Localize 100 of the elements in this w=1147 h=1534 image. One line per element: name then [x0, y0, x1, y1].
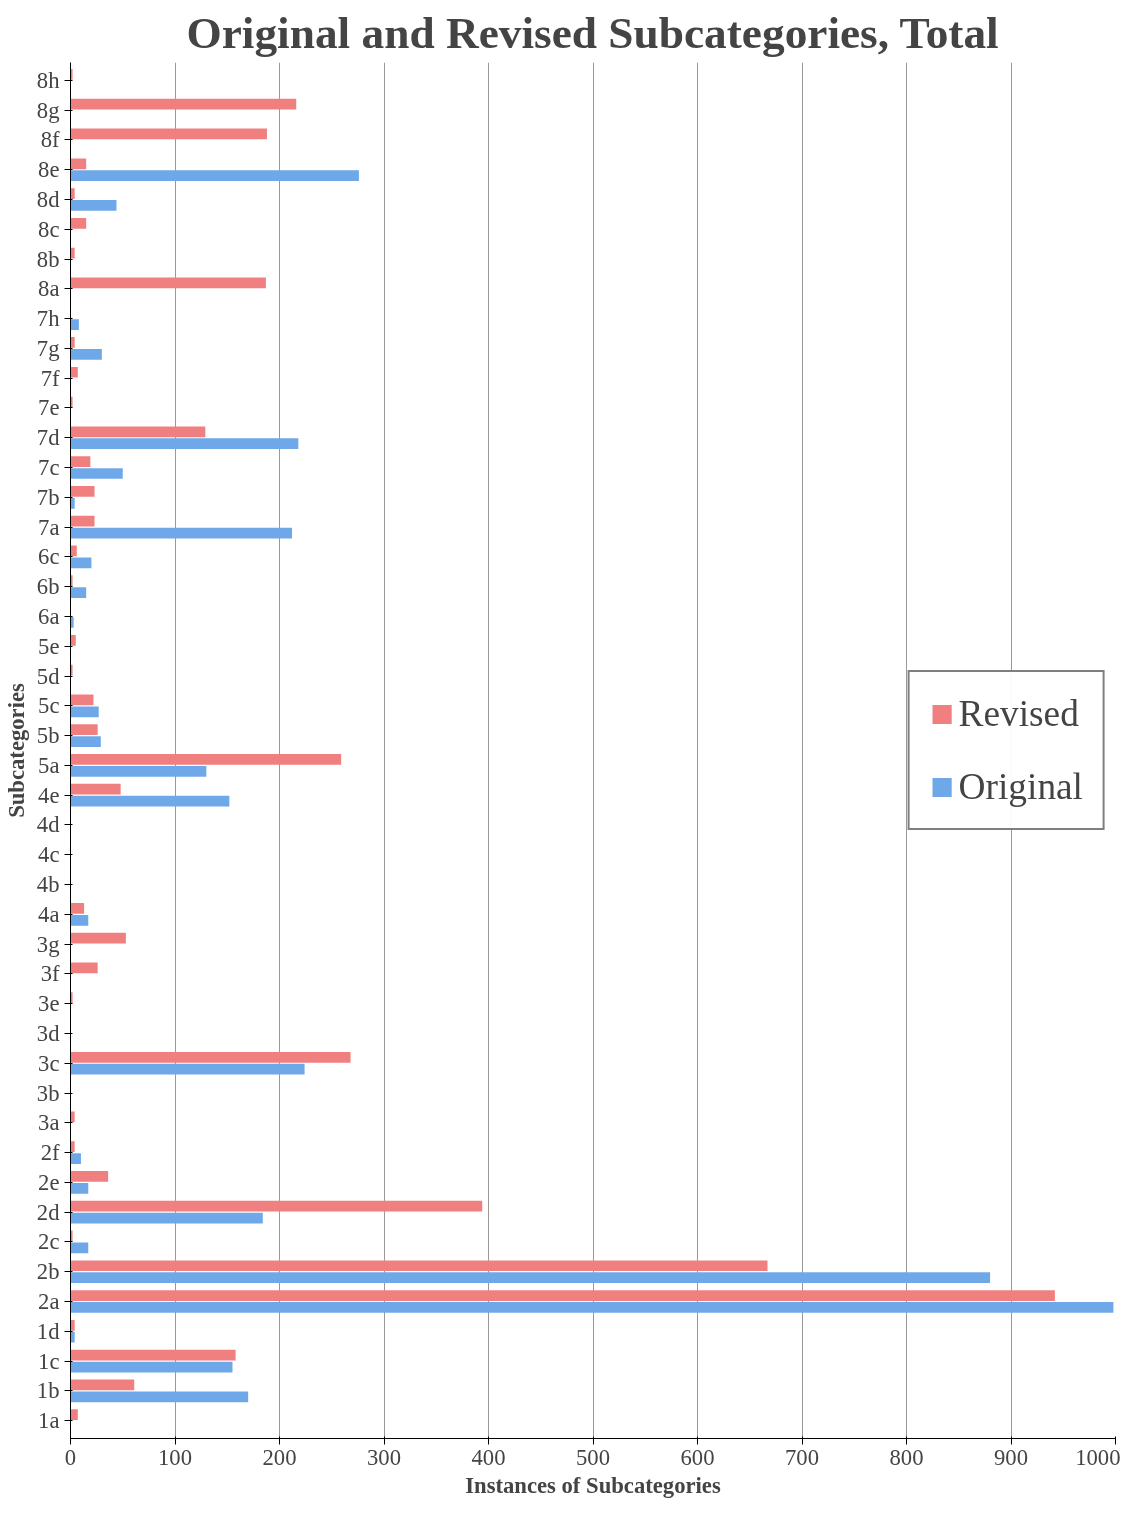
- bar: [70, 1391, 249, 1403]
- bar: [70, 1171, 109, 1182]
- y-tick-label: 1d: [36, 1318, 61, 1344]
- x-tick-label: 700: [785, 1444, 819, 1470]
- y-tick-label: 7d: [36, 425, 61, 451]
- y-tick-label: 2f: [40, 1140, 60, 1166]
- x-tick-label: 100: [158, 1444, 192, 1470]
- y-tick-label: 4b: [36, 872, 60, 898]
- bar: [70, 217, 87, 229]
- bar: [70, 1349, 236, 1361]
- legend-label: Original: [958, 765, 1083, 808]
- bar: [70, 1051, 351, 1063]
- y-tick-label: 2c: [38, 1229, 60, 1255]
- bar: [70, 1212, 263, 1224]
- legend-label: Revised: [958, 692, 1079, 735]
- bar: [70, 914, 89, 926]
- y-tick-label: 7c: [38, 455, 60, 481]
- bar: [70, 1111, 75, 1123]
- bar: [70, 932, 126, 944]
- y-tick-label: 1c: [38, 1348, 60, 1374]
- bar: [70, 486, 95, 497]
- bar: [70, 736, 101, 747]
- y-tick-label: 8c: [38, 216, 60, 242]
- bar: [70, 795, 230, 807]
- x-tick-label: 800: [889, 1444, 924, 1470]
- bar: [70, 158, 87, 170]
- y-tick-label: 5c: [38, 693, 60, 719]
- bar: [70, 1153, 81, 1164]
- bar: [70, 426, 206, 438]
- x-tick-label: 300: [367, 1444, 401, 1470]
- bar: [70, 319, 79, 330]
- bar: [70, 188, 75, 199]
- bar: [70, 962, 98, 974]
- x-tick-label: 0: [64, 1444, 77, 1470]
- y-tick-label: 5a: [38, 752, 60, 778]
- bar: [70, 468, 123, 479]
- bar: [70, 1290, 1055, 1301]
- y-tick-label: 2e: [38, 1169, 60, 1195]
- y-tick-label: 2d: [36, 1199, 61, 1225]
- y-tick-label: 7h: [36, 306, 61, 332]
- y-tick-label: 1b: [36, 1378, 60, 1404]
- y-axis-title: Subcategories: [3, 682, 29, 818]
- y-tick-label: 8d: [36, 187, 61, 212]
- y-tick-label: 6b: [36, 574, 60, 600]
- y-tick-label: 4a: [38, 901, 60, 927]
- y-tick-label: 8f: [40, 127, 60, 153]
- bar: [70, 1260, 768, 1272]
- bar: [70, 617, 74, 628]
- bar: [70, 1319, 75, 1331]
- bar: [70, 587, 87, 599]
- bar: [70, 1182, 89, 1194]
- bar: [70, 1302, 1114, 1313]
- y-tick-label: 4c: [38, 842, 60, 868]
- bar: [70, 366, 78, 378]
- bar: [70, 575, 73, 587]
- y-tick-label: 3g: [36, 931, 60, 957]
- bar: [70, 1141, 75, 1152]
- bar: [70, 1409, 78, 1421]
- y-tick-label: 1a: [38, 1408, 60, 1434]
- y-tick-label: 7g: [36, 335, 60, 361]
- y-tick-label: 7e: [38, 395, 60, 421]
- x-tick-label: 200: [262, 1444, 297, 1470]
- bar: [70, 706, 99, 718]
- bar: [70, 1063, 305, 1075]
- y-tick-label: 4e: [38, 782, 60, 808]
- bar: [70, 1379, 135, 1391]
- x-tick-label: 400: [471, 1444, 506, 1470]
- y-tick-label: 6c: [38, 544, 60, 570]
- y-tick-label: 5d: [36, 663, 61, 689]
- bar: [70, 456, 91, 467]
- bar: [70, 1230, 73, 1242]
- bar: [70, 200, 117, 211]
- bar: [70, 69, 73, 80]
- y-tick-label: 7f: [40, 365, 60, 391]
- bar: [70, 497, 75, 509]
- chart-title: Original and Revised Subcategories, Total: [186, 7, 999, 58]
- y-tick-label: 3c: [38, 1050, 60, 1076]
- bar: [70, 783, 121, 795]
- y-tick-label: 6a: [38, 603, 60, 629]
- x-tick-label: 500: [576, 1444, 610, 1470]
- bar: [70, 545, 77, 557]
- bar: [70, 992, 73, 1004]
- bar: [70, 724, 98, 736]
- bar: [70, 396, 73, 408]
- x-tick-label: 900: [994, 1444, 1028, 1470]
- y-tick-label: 8g: [36, 97, 60, 123]
- y-tick-label: 5e: [38, 633, 60, 659]
- bar: [70, 98, 297, 110]
- x-tick-label: 1000: [1075, 1444, 1121, 1470]
- bar: [70, 754, 342, 765]
- bar: [70, 1331, 75, 1343]
- y-tick-label: 3f: [40, 961, 60, 987]
- y-tick-label: 3d: [36, 1020, 61, 1046]
- bar: [70, 527, 293, 539]
- y-tick-label: 2b: [36, 1259, 60, 1285]
- x-tick-label: 600: [680, 1444, 715, 1470]
- y-tick-label: 2a: [38, 1289, 60, 1314]
- y-tick-label: 3e: [38, 991, 60, 1017]
- bar: [70, 515, 95, 527]
- bar: [70, 349, 102, 360]
